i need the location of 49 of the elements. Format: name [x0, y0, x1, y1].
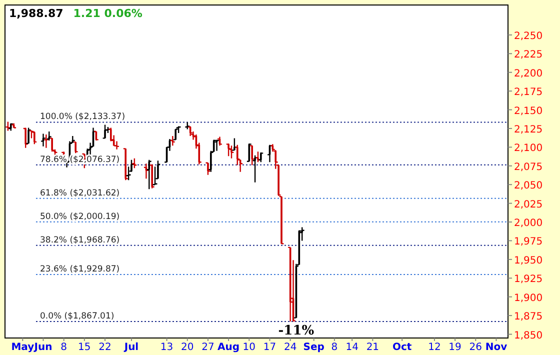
y-tick-label: 2,100: [514, 143, 543, 154]
x-tick-label: 13: [160, 342, 174, 353]
y-tick-label: 2,075: [514, 162, 543, 173]
chart-title: 1,988.87: [9, 7, 64, 20]
x-tick-label: 27: [202, 342, 214, 353]
x-tick-label: Oct: [392, 342, 412, 353]
x-tick-label: Jun: [33, 342, 52, 353]
y-tick-label: 1,875: [514, 312, 543, 323]
y-tick-label: 2,200: [514, 68, 543, 80]
ref-line-label: 100.0% ($2,133.37): [40, 112, 126, 122]
y-tick-label: 1,950: [514, 255, 543, 266]
x-tick-label: 19: [448, 342, 462, 353]
x-tick-label: 17: [263, 342, 276, 353]
x-tick-label: 10: [242, 342, 256, 353]
ref-line-label: 61.8% ($2,031.62): [40, 188, 120, 198]
y-tick-label: 2,125: [514, 124, 543, 136]
x-tick-label: 8: [331, 342, 338, 353]
y-tick-label: 1,975: [514, 236, 543, 248]
x-tick-label: Sep: [303, 342, 324, 353]
y-tick-label: 2,175: [514, 87, 543, 98]
annotation: -11%: [278, 324, 315, 339]
x-tick-label: Aug: [218, 342, 240, 353]
ref-line-label: 38.2% ($1,968.76): [40, 235, 120, 246]
x-tick-label: 15: [78, 342, 91, 353]
ref-line-label: 50.0% ($2,000.19): [40, 212, 120, 222]
y-tick-label: 2,250: [514, 30, 543, 42]
x-tick-label: 21: [366, 342, 380, 353]
ref-line-label: 0.0% ($1,867.01): [40, 312, 114, 322]
x-tick-label: 22: [98, 342, 112, 353]
chart-subtitle: 1.21 0.06%: [73, 7, 142, 20]
x-tick-label: 24: [284, 342, 297, 353]
y-tick-label: 2,050: [514, 180, 543, 192]
y-tick-label: 1,850: [514, 330, 543, 342]
y-tick-label: 2,150: [514, 106, 543, 117]
y-tick-label: 1,900: [514, 292, 543, 304]
x-tick-label: May: [11, 342, 35, 353]
x-tick-label: 12: [428, 342, 441, 353]
y-tick-label: 2,000: [514, 218, 543, 230]
x-tick-label: 26: [469, 342, 482, 353]
y-tick-label: 2,025: [514, 199, 543, 210]
x-tick-label: 14: [346, 342, 358, 353]
x-tick-label: Nov: [485, 342, 508, 353]
y-tick-label: 1,925: [514, 274, 543, 286]
y-tick-label: 2,225: [514, 50, 543, 61]
ref-line-label: 23.6% ($1,929.87): [40, 264, 120, 274]
x-tick-label: Jul: [123, 342, 139, 353]
x-tick-label: 20: [181, 342, 194, 353]
candlestick: [248, 142, 250, 162]
x-tick-label: 8: [60, 342, 68, 353]
